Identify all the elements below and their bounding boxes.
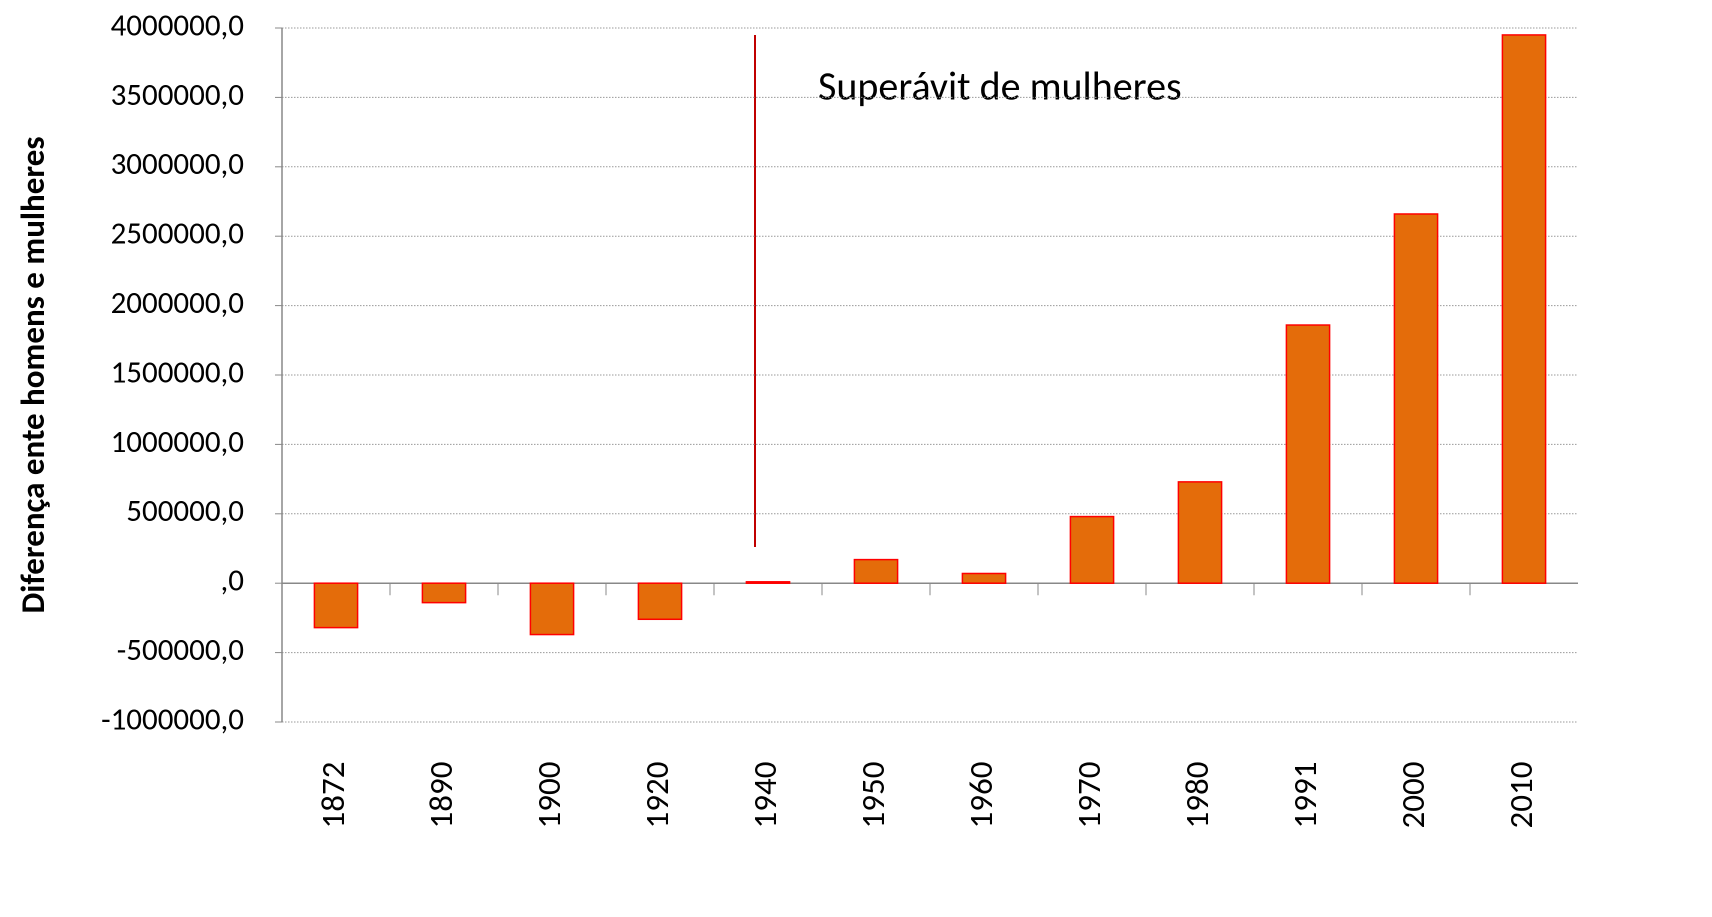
x-tick-label: 1872 <box>313 762 353 829</box>
y-axis-label: Diferença ente homens e mulheres <box>13 137 53 614</box>
y-tick-label: -500000,0 <box>117 631 244 669</box>
bar <box>1069 515 1115 584</box>
y-tick-label: 500000,0 <box>126 492 244 530</box>
bar <box>745 581 791 584</box>
bar <box>1393 213 1439 584</box>
x-tick-label: 1950 <box>853 762 893 829</box>
x-tick-label: 1991 <box>1285 762 1325 829</box>
y-tick-label: 2000000,0 <box>111 284 244 322</box>
y-tick-label: 1000000,0 <box>111 423 244 461</box>
y-tick-label: -1000000,0 <box>101 700 244 738</box>
x-tick-label: 1960 <box>961 762 1001 829</box>
x-tick-label: 1980 <box>1177 762 1217 829</box>
bar <box>421 582 467 604</box>
x-tick-label: 1970 <box>1069 762 1109 829</box>
y-tick-label: 2500000,0 <box>111 215 244 253</box>
bar <box>637 582 683 621</box>
x-tick-label: 1940 <box>745 762 785 829</box>
bar <box>1285 324 1331 584</box>
bar <box>529 582 575 636</box>
bar <box>1501 34 1547 584</box>
annotation: Superávit de mulheres <box>818 62 1182 111</box>
x-tick-label: 2000 <box>1393 762 1433 829</box>
y-tick-label: 3500000,0 <box>111 76 244 114</box>
x-tick-label: 1890 <box>421 762 461 829</box>
bar <box>961 572 1007 584</box>
bar <box>1177 481 1223 584</box>
y-tick-label: ,0 <box>221 562 244 600</box>
y-tick-label: 3000000,0 <box>111 145 244 183</box>
x-tick-label: 1900 <box>529 762 569 829</box>
bar <box>313 582 359 629</box>
x-tick-label: 2010 <box>1501 762 1541 829</box>
bar <box>853 558 899 584</box>
y-tick-label: 1500000,0 <box>111 353 244 391</box>
y-tick-label: 4000000,0 <box>111 6 244 44</box>
x-tick-label: 1920 <box>637 762 677 829</box>
